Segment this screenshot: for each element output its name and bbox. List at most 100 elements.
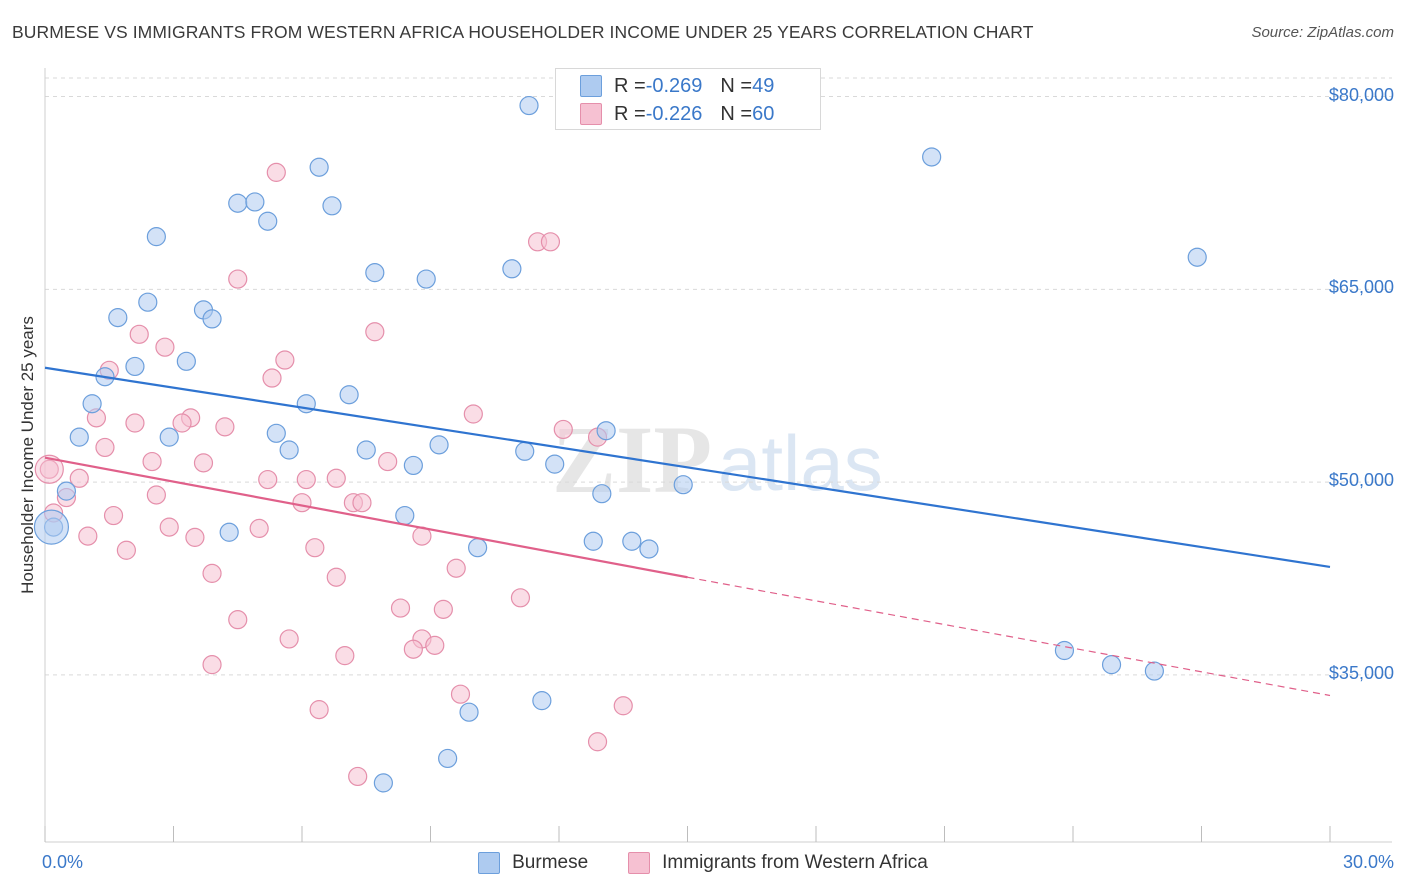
burmese-swatch xyxy=(580,75,602,97)
burmese-point xyxy=(176,351,196,371)
series-legend: Burmese Immigrants from Western Africa xyxy=(0,852,1406,874)
burmese-point-large xyxy=(33,509,70,545)
burmese-trend-line xyxy=(44,366,1331,569)
immigrants-series xyxy=(34,162,633,787)
burmese-point xyxy=(922,147,942,167)
burmese-point xyxy=(202,309,222,329)
burmese-point xyxy=(403,455,423,476)
legend-n-value: 49 xyxy=(752,74,775,97)
legend-r-label: R = xyxy=(614,102,646,125)
burmese-point xyxy=(219,522,239,542)
burmese-point xyxy=(266,423,286,443)
immigrants-trend-line xyxy=(44,456,688,579)
immigrants-point xyxy=(335,646,355,666)
correlation-legend: R = -0.269 N = 49 R = -0.226 N = 60 xyxy=(555,68,821,130)
burmese-point xyxy=(69,427,89,447)
watermark: ZIP atlas xyxy=(552,406,883,513)
immigrants-point xyxy=(185,527,205,547)
burmese-point xyxy=(468,538,488,558)
burmese-point xyxy=(82,394,102,414)
burmese-point xyxy=(245,192,265,212)
legend-item-burmese[interactable]: Burmese xyxy=(478,852,588,874)
immigrants-point xyxy=(172,413,192,433)
immigrants-swatch xyxy=(580,103,602,125)
burmese-point xyxy=(279,440,299,460)
immigrants-point xyxy=(296,469,316,490)
burmese-point xyxy=(1187,247,1207,267)
immigrants-point xyxy=(553,419,573,440)
immigrants-point xyxy=(450,684,471,704)
immigrants-point-large xyxy=(34,454,64,484)
immigrants-point xyxy=(155,337,175,357)
immigrants-point xyxy=(587,732,608,752)
immigrants-point xyxy=(116,540,136,560)
immigrants-point xyxy=(279,629,299,649)
immigrants-point xyxy=(228,269,248,289)
legend-n-value: 60 xyxy=(752,102,775,125)
immigrants-point xyxy=(202,563,222,583)
immigrants-point xyxy=(159,517,179,537)
burmese-point xyxy=(545,454,565,474)
source-note: Source: ZipAtlas.com xyxy=(1251,24,1394,41)
immigrants-point xyxy=(262,368,282,388)
burmese-point xyxy=(592,484,612,504)
grid-lines xyxy=(45,77,1392,676)
immigrants-point xyxy=(425,635,445,655)
burmese-point xyxy=(596,421,616,441)
legend-label-immigrants: Immigrants from Western Africa xyxy=(662,852,928,873)
immigrants-point xyxy=(129,324,149,344)
burmese-point xyxy=(416,269,436,289)
y-tick-label: $50,000 xyxy=(1328,470,1394,491)
burmese-point xyxy=(159,427,179,447)
burmese-point xyxy=(515,441,535,461)
immigrants-trend-extension xyxy=(687,576,1331,697)
immigrants-point xyxy=(258,469,278,490)
burmese-point xyxy=(532,691,552,711)
immigrants-point xyxy=(146,485,166,505)
burmese-point xyxy=(373,773,393,793)
immigrants-point xyxy=(142,451,162,472)
immigrants-point xyxy=(69,468,89,488)
burmese-point xyxy=(339,385,359,405)
immigrants-point xyxy=(305,538,325,558)
legend-row-immigrants: R = -0.226 N = 60 xyxy=(580,101,774,127)
immigrants-point xyxy=(390,598,411,618)
y-tick-label: $35,000 xyxy=(1328,662,1394,683)
y-tick-label: $80,000 xyxy=(1328,84,1394,105)
legend-item-immigrants[interactable]: Immigrants from Western Africa xyxy=(628,852,928,874)
burmese-point xyxy=(365,263,385,283)
immigrants-point xyxy=(613,696,633,716)
burmese-swatch xyxy=(478,852,501,874)
legend-label-burmese: Burmese xyxy=(512,852,589,873)
immigrants-point xyxy=(266,162,286,182)
immigrants-point xyxy=(378,451,398,472)
immigrants-point xyxy=(275,350,295,370)
immigrants-point xyxy=(202,655,222,675)
legend-n-label: N = xyxy=(720,74,753,97)
immigrants-point xyxy=(463,404,483,424)
immigrants-point xyxy=(292,493,312,513)
immigrants-point xyxy=(249,518,269,539)
legend-r-label: R = xyxy=(614,74,646,97)
immigrants-point xyxy=(540,232,561,252)
immigrants-point xyxy=(125,413,145,433)
immigrants-point xyxy=(78,526,98,546)
burmese-point xyxy=(459,702,479,722)
y-tick-label: $65,000 xyxy=(1328,277,1394,298)
burmese-point xyxy=(1054,640,1075,661)
burmese-point xyxy=(228,193,248,213)
burmese-point xyxy=(502,259,522,279)
immigrants-point xyxy=(103,505,124,526)
immigrants-point xyxy=(446,558,466,578)
burmese-point xyxy=(56,481,77,501)
immigrants-point xyxy=(39,459,59,479)
immigrants-point xyxy=(348,766,368,787)
immigrants-swatch xyxy=(628,852,651,874)
burmese-point xyxy=(125,356,145,377)
burmese-point xyxy=(395,505,415,526)
immigrants-point xyxy=(365,322,385,342)
burmese-series xyxy=(33,95,1207,793)
burmese-point xyxy=(519,95,539,116)
burmese-point xyxy=(138,292,158,312)
